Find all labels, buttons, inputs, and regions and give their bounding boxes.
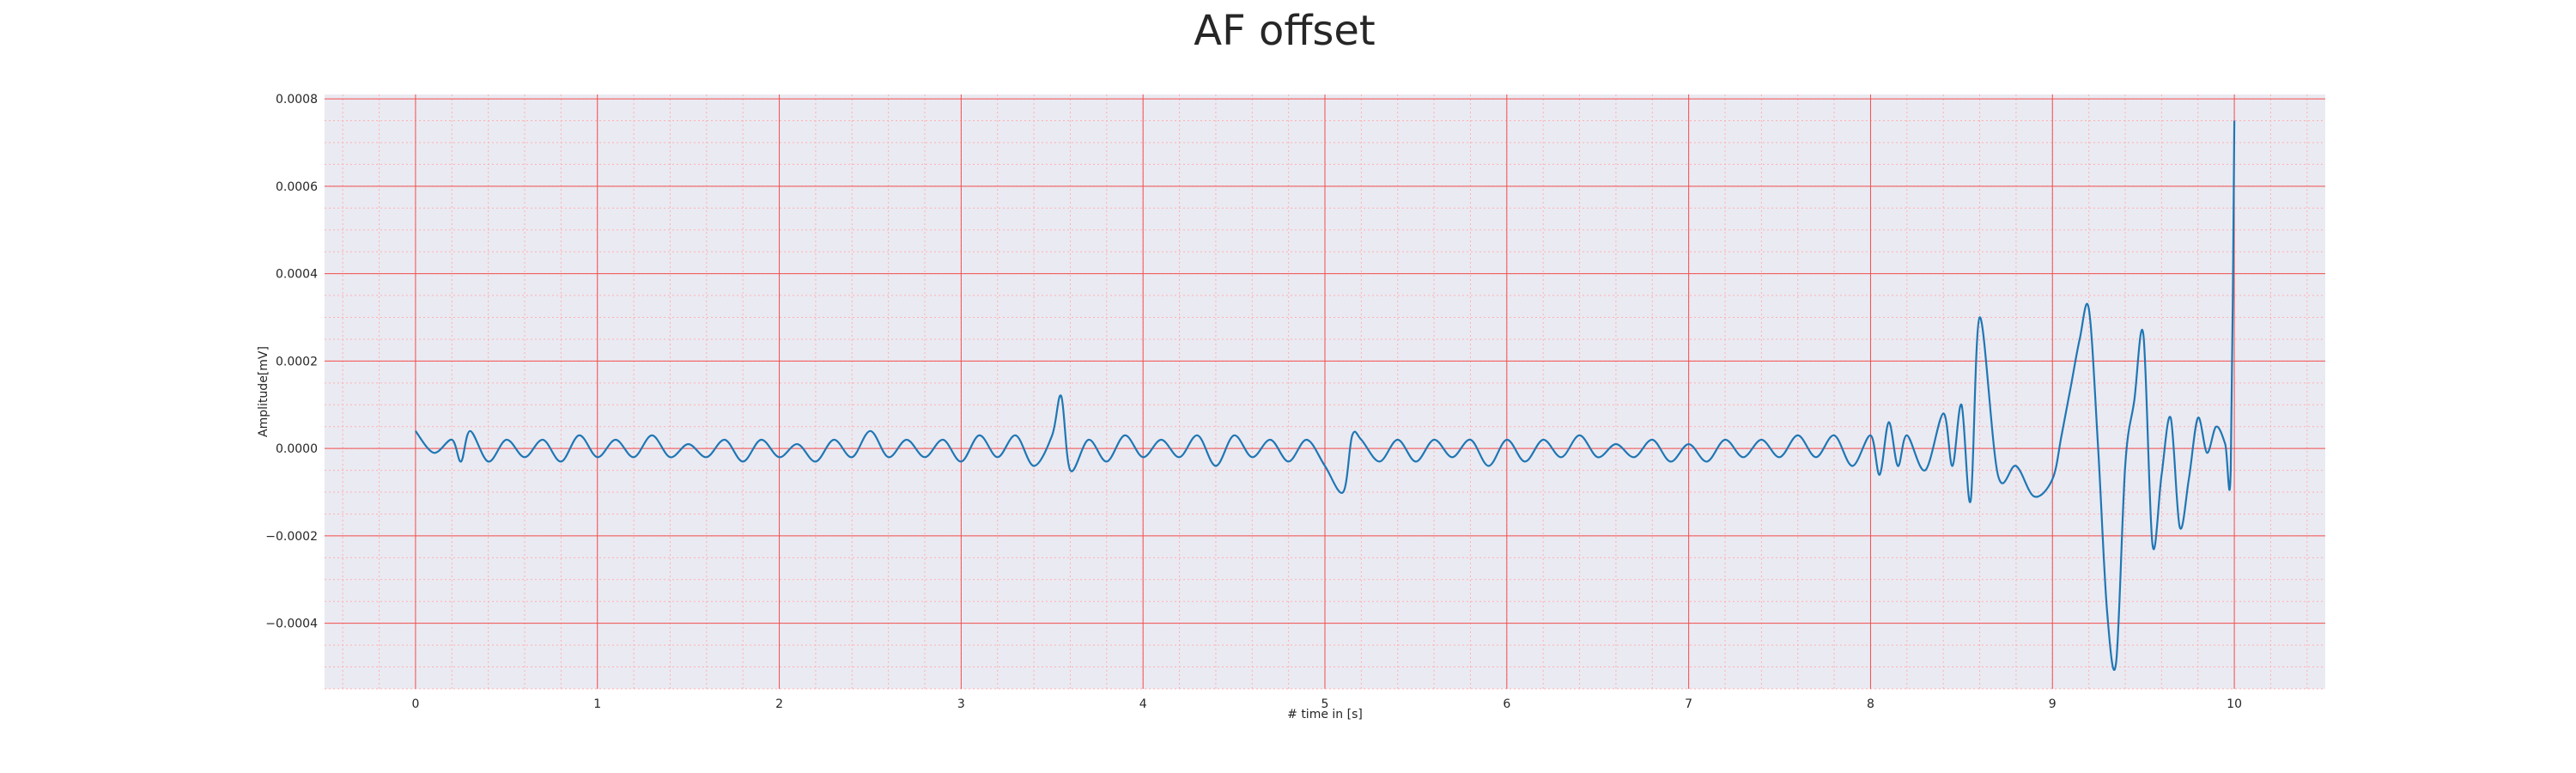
y-tick-label: 0.0004	[276, 268, 318, 282]
x-tick-label: 3	[957, 697, 965, 711]
chart-title: AF offset	[1194, 7, 1376, 55]
x-tick-label: 0	[411, 697, 419, 711]
x-tick-labels: 0 1 2 3 4 5 6 7 8 9 10	[411, 697, 2242, 711]
x-tick-label: 4	[1139, 697, 1147, 711]
x-tick-label: 7	[1685, 697, 1692, 711]
y-tick-labels: −0.0004 −0.0002 0.0000 0.0002 0.0004 0.0006 0.…	[265, 93, 318, 631]
y-tick-label: −0.0002	[265, 530, 318, 544]
y-tick-label: 0.0000	[276, 442, 318, 456]
x-tick-label: 6	[1503, 697, 1510, 711]
x-axis-label: # time in [s]	[1287, 708, 1363, 721]
x-tick-label: 2	[775, 697, 783, 711]
major-grid	[325, 94, 2325, 689]
x-tick-label: 1	[593, 697, 601, 711]
y-tick-label: −0.0004	[265, 618, 318, 631]
x-tick-label: 8	[1867, 697, 1874, 711]
y-axis-label: Amplitude[mV]	[257, 346, 270, 437]
series-line	[415, 120, 2236, 671]
x-tick-label: 9	[2049, 697, 2057, 711]
series-layer	[415, 120, 2236, 671]
y-tick-label: 0.0002	[276, 355, 318, 368]
y-tick-label: 0.0008	[276, 93, 318, 107]
x-tick-label: 10	[2227, 697, 2242, 711]
x-tick-label: 5	[1321, 697, 1329, 711]
y-tick-label: 0.0006	[276, 180, 318, 194]
